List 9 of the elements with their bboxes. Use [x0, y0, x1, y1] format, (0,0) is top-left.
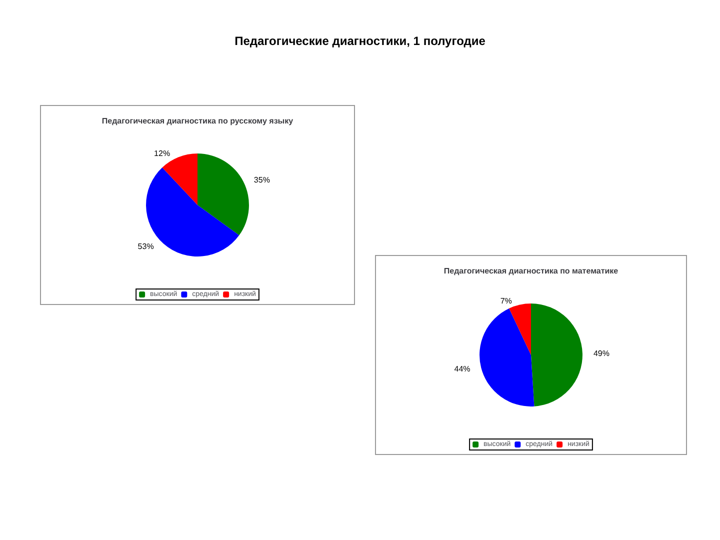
- data-label: 7%: [500, 296, 512, 306]
- chart-title: Педагогическая диагностика по математике: [444, 266, 619, 276]
- data-label: 35%: [254, 175, 270, 184]
- text: Педагогические диагностики, 1 полугодие: [234, 34, 486, 48]
- chart-title: Педагогическая диагностика по русскому языку: [102, 116, 294, 126]
- data-label: 53%: [138, 242, 154, 252]
- data-label: 12%: [154, 148, 170, 158]
- data-label: 49%: [593, 348, 610, 358]
- data-label: 44%: [454, 364, 470, 374]
